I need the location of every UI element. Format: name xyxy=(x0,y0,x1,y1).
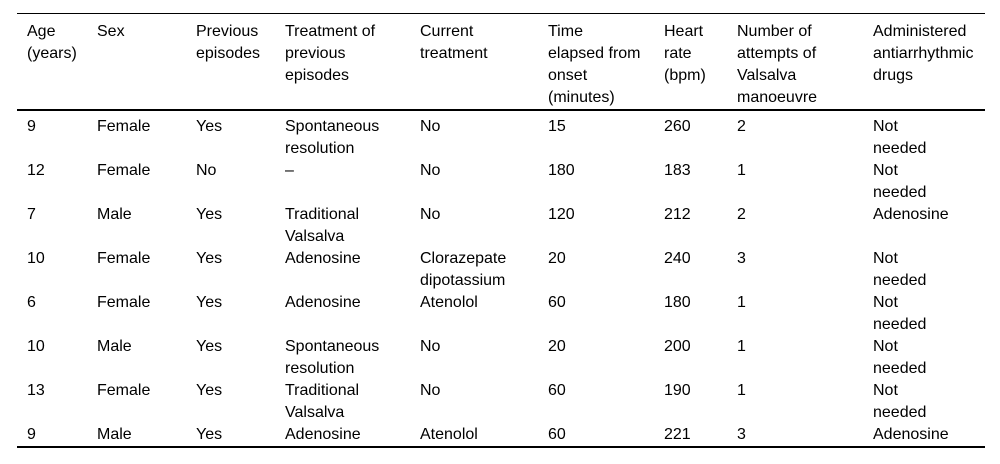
table-cell: Male xyxy=(97,206,132,223)
column-header-8: Administered antiarrhythmic drugs xyxy=(873,13,985,111)
table-cell: 10 xyxy=(27,338,45,355)
table-row: 9 Female Yes Spontaneous resolution No 15 260 2… xyxy=(17,110,985,160)
table-cell: 260 xyxy=(664,118,691,135)
table-cell: 2 xyxy=(737,206,746,223)
table-cell: Spontaneous resolution xyxy=(285,118,380,157)
table-row: 9 Male Yes Adenosine Atenolol 60 221 3 Adenosine xyxy=(17,424,985,447)
table-cell: 20 xyxy=(548,250,566,267)
table-cell: Adenosine xyxy=(285,426,361,443)
column-header-6: Heart rate (bpm) xyxy=(664,13,737,111)
table-cell: Not needed xyxy=(873,294,927,333)
table-cell: Adenosine xyxy=(873,206,949,223)
column-header-5: Time elapsed from onset (minutes) xyxy=(548,13,664,111)
table-cell: Male xyxy=(97,338,132,355)
table-cell: Atenolol xyxy=(420,426,478,443)
table-cell: Clorazepate dipotassium xyxy=(420,250,507,289)
table-cell: 10 xyxy=(27,250,45,267)
table-cell: 7 xyxy=(27,206,36,223)
table-cell: Not needed xyxy=(873,162,927,201)
table-cell: Not needed xyxy=(873,118,927,157)
table-cell: Female xyxy=(97,118,151,135)
table-body: 9 Female Yes Spontaneous resolution No 15 260 2… xyxy=(17,110,985,447)
table-cell: 1 xyxy=(737,294,746,311)
table-cell: – xyxy=(285,162,294,179)
table-cell: No xyxy=(420,118,441,135)
table-cell: 3 xyxy=(737,250,746,267)
table-cell: 200 xyxy=(664,338,691,355)
table-cell: 221 xyxy=(664,426,691,443)
table-cell: Yes xyxy=(196,294,223,311)
table-cell: 15 xyxy=(548,118,566,135)
table-row: 10 Male Yes Spontaneous resolution No 20 200 1 N… xyxy=(17,336,985,380)
table-cell: Male xyxy=(97,426,132,443)
table-cell: Adenosine xyxy=(285,250,361,267)
table-cell: Yes xyxy=(196,250,223,267)
column-header-1: Sex xyxy=(97,13,196,111)
column-header-3: Treatment of previous episodes xyxy=(285,13,420,111)
table-cell: 6 xyxy=(27,294,36,311)
table-cell: Yes xyxy=(196,338,223,355)
table-cell: Not needed xyxy=(873,338,927,377)
table-cell: 60 xyxy=(548,294,566,311)
table-cell: Yes xyxy=(196,118,223,135)
table-cell: 240 xyxy=(664,250,691,267)
table-cell: No xyxy=(196,162,217,179)
table-cell: 20 xyxy=(548,338,566,355)
table-header-row: Age (years) Sex Previous episodes Treatment… xyxy=(17,13,985,111)
table-cell: 190 xyxy=(664,382,691,399)
table-cell: Not needed xyxy=(873,250,927,289)
table-cell: Female xyxy=(97,294,151,311)
table-cell: 183 xyxy=(664,162,691,179)
table-cell: No xyxy=(420,206,441,223)
table-cell: Spontaneous resolution xyxy=(285,338,380,377)
table-cell: Atenolol xyxy=(420,294,478,311)
table-cell: 120 xyxy=(548,206,575,223)
table-cell: 13 xyxy=(27,382,45,399)
table-cell: 1 xyxy=(737,162,746,179)
table-cell: Traditional Valsalva xyxy=(285,382,360,421)
table-cell: Yes xyxy=(196,206,223,223)
table-row: 6 Female Yes Adenosine Atenolol 60 180 1 Not nee… xyxy=(17,292,985,336)
table-cell: No xyxy=(420,382,441,399)
table-cell: 9 xyxy=(27,118,36,135)
table-cell: No xyxy=(420,338,441,355)
table-cell: Female xyxy=(97,382,151,399)
column-header-7: Number of attempts of Valsalva manoeuvre xyxy=(737,13,873,111)
table-cell: 1 xyxy=(737,338,746,355)
column-header-0: Age (years) xyxy=(17,13,97,111)
column-header-2: Previous episodes xyxy=(196,13,285,111)
table-cell: 9 xyxy=(27,426,36,443)
table-cell: Yes xyxy=(196,382,223,399)
table-cell: Traditional Valsalva xyxy=(285,206,360,245)
table-cell: 1 xyxy=(737,382,746,399)
table-cell: 60 xyxy=(548,426,566,443)
table-cell: Yes xyxy=(196,426,223,443)
table-cell: 2 xyxy=(737,118,746,135)
table-cell: Adenosine xyxy=(285,294,361,311)
table-cell: 180 xyxy=(548,162,575,179)
table-cell: No xyxy=(420,162,441,179)
table-row: 10 Female Yes Adenosine Clorazepate dipotass… xyxy=(17,248,985,292)
table-cell: Female xyxy=(97,250,151,267)
table-cell: 60 xyxy=(548,382,566,399)
table-cell: 3 xyxy=(737,426,746,443)
table-cell: 180 xyxy=(664,294,691,311)
table-cell: Female xyxy=(97,162,151,179)
patient-data-table: Age (years) Sex Previous episodes Treatment… xyxy=(17,13,985,448)
table-cell: 12 xyxy=(27,162,45,179)
table-cell: 212 xyxy=(664,206,691,223)
table-cell: Not needed xyxy=(873,382,927,421)
table-row: 12 Female No – No 180 183 1 Not needed xyxy=(17,160,985,204)
table-row: 7 Male Yes Traditional Valsalva No 120 212 2 Ade… xyxy=(17,204,985,248)
table-cell: Adenosine xyxy=(873,426,949,443)
column-header-4: Current treatment xyxy=(420,13,548,111)
table-row: 13 Female Yes Traditional Valsalva No 60 190 1 N… xyxy=(17,380,985,424)
table-header: Age (years) Sex Previous episodes Treatment… xyxy=(17,13,985,111)
